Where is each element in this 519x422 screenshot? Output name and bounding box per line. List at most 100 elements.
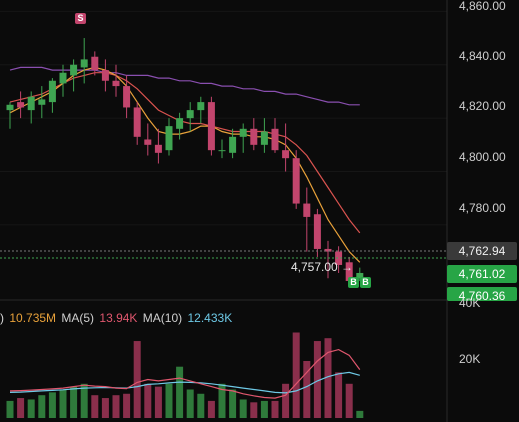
candle-body xyxy=(207,102,215,151)
price-axis-label: 4,800.00 xyxy=(459,150,506,164)
volume-bar xyxy=(239,399,247,418)
vol-ma10-label: MA(10) xyxy=(142,311,183,325)
candle-body xyxy=(239,128,247,137)
volume-bar xyxy=(260,400,268,418)
candle-body xyxy=(144,139,152,145)
candle-body xyxy=(165,126,173,151)
volume-bar xyxy=(345,383,353,418)
volume-bar xyxy=(335,372,343,418)
moving-average-lines xyxy=(9,66,361,263)
volume-axis-label: 40K xyxy=(459,296,481,310)
volume-bar xyxy=(27,399,35,418)
last-price-tag: 4,760.36 xyxy=(447,287,517,301)
volume-bar xyxy=(17,398,25,418)
candle-body xyxy=(70,64,78,76)
volume-bar xyxy=(133,341,141,418)
volume-bar xyxy=(91,395,99,418)
volume-bar xyxy=(123,393,131,418)
volume-bar xyxy=(112,395,120,418)
sell-marker[interactable]: S xyxy=(75,13,86,24)
candle-body xyxy=(176,118,184,129)
ma-mid-line xyxy=(9,72,361,234)
candle-body xyxy=(6,104,14,111)
candle-body xyxy=(303,203,311,217)
volume-bar xyxy=(282,383,290,418)
volume-bar xyxy=(48,392,56,418)
volume-ma-lines xyxy=(9,348,361,399)
buy-marker[interactable]: B xyxy=(360,277,371,288)
candle-body xyxy=(27,96,35,111)
ma-slow-line xyxy=(9,66,360,106)
candle-body xyxy=(186,110,194,119)
volume-bar xyxy=(229,389,237,418)
candle-body xyxy=(91,56,99,71)
candle-body xyxy=(133,107,141,137)
volume-bar xyxy=(324,338,332,418)
candle-body xyxy=(356,272,364,279)
volume-value: 10.735M xyxy=(9,311,57,325)
volume-bar xyxy=(250,402,258,418)
candle-body xyxy=(324,248,332,252)
volume-bar xyxy=(176,366,184,418)
candle-body xyxy=(48,80,56,103)
buy-marker[interactable]: B xyxy=(348,277,359,288)
candle-body xyxy=(260,131,268,145)
volume-ma10-line xyxy=(9,371,360,394)
volume-legend: ) 10.735M MA(5) 13.94K MA(10) 12.433K xyxy=(0,311,234,325)
volume-bar xyxy=(101,398,109,418)
candle-body xyxy=(59,72,67,84)
candle-body xyxy=(112,80,120,87)
volume-bar xyxy=(356,410,364,418)
volume-bar xyxy=(207,400,215,418)
volume-bar xyxy=(154,386,162,418)
candle-body xyxy=(282,150,290,159)
current-price-tag: 4,762.94 xyxy=(447,242,517,260)
volume-bar xyxy=(313,341,321,418)
vol-ma5-value: 13.94K xyxy=(99,311,138,325)
volume-bar xyxy=(292,332,300,418)
candle-body xyxy=(123,86,131,108)
vol-ma10-value: 12.433K xyxy=(187,311,233,325)
candle-body xyxy=(271,128,279,151)
volume-bar xyxy=(303,361,311,418)
volume-axis-label: 20K xyxy=(459,352,481,366)
bid-price-tag: 4,761.02 xyxy=(447,265,517,283)
volume-bars-layer xyxy=(6,332,364,418)
volume-bar xyxy=(218,383,226,418)
price-grid xyxy=(0,10,447,226)
candle-body xyxy=(154,144,162,153)
volume-bar xyxy=(80,383,88,418)
volume-bar xyxy=(6,400,14,418)
price-axis-label: 4,820.00 xyxy=(459,99,506,113)
volume-bar xyxy=(186,389,194,418)
candle-body xyxy=(17,102,25,108)
candle-body xyxy=(345,262,353,281)
volume-legend-prefix: ) xyxy=(0,311,4,325)
candle-body xyxy=(218,150,226,152)
candle-body xyxy=(335,251,343,265)
candle-body xyxy=(101,70,109,81)
ma-fast-line xyxy=(9,66,361,263)
volume-bar xyxy=(197,393,205,418)
candle-body xyxy=(229,136,237,153)
volume-bar xyxy=(165,383,173,418)
volume-bar xyxy=(70,386,78,418)
candle-body xyxy=(313,214,321,249)
candle-body xyxy=(80,59,88,68)
candle-body xyxy=(197,102,205,111)
candle-body xyxy=(38,99,46,105)
volume-bar xyxy=(59,389,67,418)
candle-body xyxy=(292,158,300,204)
vol-ma5-label: MA(5) xyxy=(61,311,95,325)
volume-bar xyxy=(271,400,279,418)
candles-layer xyxy=(6,38,364,287)
volume-ma5-line xyxy=(9,348,361,399)
low-price-label: 4,757.00 → xyxy=(291,260,354,274)
price-axis-label: 4,860.00 xyxy=(459,0,506,13)
price-axis-label: 4,780.00 xyxy=(459,201,506,215)
volume-bar xyxy=(38,395,46,418)
price-axis-label: 4,840.00 xyxy=(459,49,506,63)
candle-body xyxy=(250,128,258,145)
